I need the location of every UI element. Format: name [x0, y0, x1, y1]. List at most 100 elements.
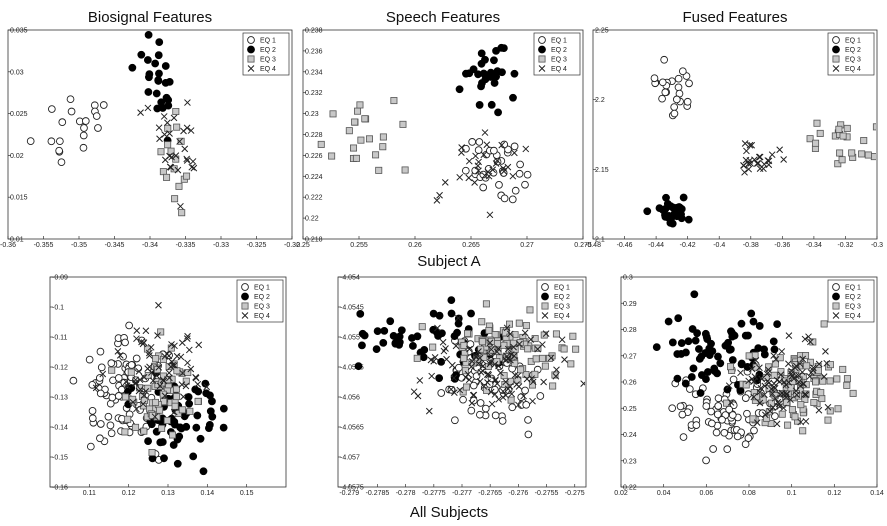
data-point-eq1 — [770, 412, 779, 420]
data-point-eq1 — [475, 138, 484, 146]
data-point-eq3 — [834, 405, 842, 413]
data-point-eq2 — [144, 31, 153, 39]
x-tick-label: 0.14 — [201, 490, 215, 497]
x-tick-label: -0.4 — [713, 242, 725, 249]
data-point-eq4 — [458, 144, 466, 151]
data-point-eq3 — [788, 406, 796, 414]
x-tick-label: 0.13 — [161, 490, 175, 497]
data-point-eq3 — [826, 377, 834, 385]
y-tick-label: -0.09 — [52, 275, 68, 282]
data-point-eq4 — [129, 398, 137, 406]
data-point-eq1 — [670, 109, 679, 118]
legend-label-eq4: EQ 4 — [845, 66, 861, 73]
data-point-eq4 — [468, 399, 476, 407]
data-point-eq4 — [450, 389, 458, 397]
data-point-eq4 — [806, 373, 814, 380]
data-point-eq4 — [508, 390, 516, 398]
data-point-eq1 — [660, 55, 669, 64]
data-point-eq2 — [677, 214, 686, 223]
data-point-eq2 — [409, 342, 417, 350]
data-point-eq4 — [475, 158, 482, 166]
series-eq4 — [137, 99, 198, 210]
data-point-eq1 — [476, 410, 484, 419]
y-tick-label: 0.24 — [623, 432, 637, 439]
data-point-eq2 — [723, 385, 732, 394]
data-point-eq2 — [509, 93, 517, 102]
data-point-eq4 — [195, 341, 203, 349]
data-point-eq1 — [455, 363, 463, 372]
y-tick-label: 0.26 — [623, 380, 637, 387]
data-point-eq1 — [692, 421, 701, 429]
data-point-eq4 — [782, 391, 790, 398]
data-point-eq3 — [173, 393, 181, 401]
data-point-eq3 — [834, 160, 842, 168]
data-point-eq4 — [170, 114, 178, 122]
data-point-eq4 — [183, 155, 191, 163]
x-tick-label: 0.25 — [296, 242, 310, 249]
data-point-eq3 — [826, 407, 834, 415]
data-point-eq3 — [144, 384, 152, 392]
x-tick-label: -0.36 — [0, 242, 16, 249]
x-tick-label: -0.277 — [452, 490, 472, 497]
data-point-eq3 — [108, 366, 116, 374]
data-point-eq1 — [107, 429, 116, 438]
data-point-eq1 — [678, 67, 687, 76]
points-layer — [643, 55, 876, 228]
data-point-eq3 — [121, 428, 129, 436]
data-point-eq4 — [472, 152, 479, 160]
data-point-eq4 — [553, 366, 560, 374]
data-point-eq4 — [183, 124, 191, 132]
data-point-eq4 — [753, 419, 761, 426]
data-point-eq2 — [696, 389, 705, 397]
y-tick-label: 0.226 — [305, 153, 323, 160]
data-point-eq2 — [737, 359, 746, 368]
data-point-eq3 — [531, 370, 539, 378]
data-point-eq2 — [664, 317, 673, 326]
data-point-eq2 — [478, 79, 486, 87]
data-point-eq2 — [330, 342, 337, 349]
x-tick-label: -0.2755 — [535, 490, 559, 497]
y-tick-label: 0.28 — [623, 327, 637, 334]
data-point-eq4 — [147, 343, 155, 351]
y-tick-label: 0.232 — [305, 90, 323, 97]
data-point-eq3 — [171, 195, 179, 203]
data-point-eq4 — [486, 339, 494, 347]
data-point-eq1 — [498, 417, 507, 425]
series-eq4 — [725, 332, 832, 428]
data-point-eq1 — [510, 142, 519, 151]
points-layer — [69, 301, 228, 476]
x-tick-label: -0.42 — [680, 242, 696, 249]
data-point-eq4 — [135, 368, 143, 375]
data-point-eq4 — [165, 369, 173, 377]
legend-label-eq1: EQ 1 — [254, 285, 270, 292]
data-point-eq1 — [718, 415, 726, 424]
legend-label-eq4: EQ 4 — [254, 313, 270, 320]
data-point-eq1 — [743, 409, 751, 418]
data-point-eq4 — [184, 359, 191, 367]
data-point-eq4 — [516, 340, 523, 348]
data-point-eq4 — [486, 360, 494, 368]
x-tick-label: -0.32 — [284, 242, 300, 249]
data-point-eq3 — [484, 362, 492, 370]
data-point-eq4 — [756, 399, 764, 407]
data-point-eq3 — [140, 396, 148, 404]
data-point-eq4 — [748, 141, 756, 149]
data-point-eq3 — [354, 107, 362, 115]
data-point-eq4 — [145, 349, 153, 357]
data-point-eq3 — [813, 119, 821, 127]
data-point-eq1 — [96, 434, 104, 443]
x-tick-label: 0.11 — [83, 490, 96, 497]
data-point-eq3 — [491, 331, 499, 339]
legend-label-eq1: EQ 1 — [554, 285, 570, 292]
data-point-eq4 — [506, 383, 514, 390]
x-tick-label: -0.278 — [396, 490, 416, 497]
x-tick-label: -0.2775 — [422, 490, 446, 497]
data-point-eq4 — [770, 383, 778, 391]
data-point-eq3 — [478, 318, 486, 326]
scatter-panel-3: Fused Features -0.48 -0.46 -0.44 -0.42 -0.4 -0… — [585, 9, 883, 249]
data-point-eq3 — [177, 137, 185, 145]
x-tick-label: 0.1 — [787, 490, 797, 497]
data-point-eq4 — [489, 166, 497, 174]
data-point-eq4 — [764, 366, 772, 374]
data-point-eq3 — [173, 367, 181, 375]
